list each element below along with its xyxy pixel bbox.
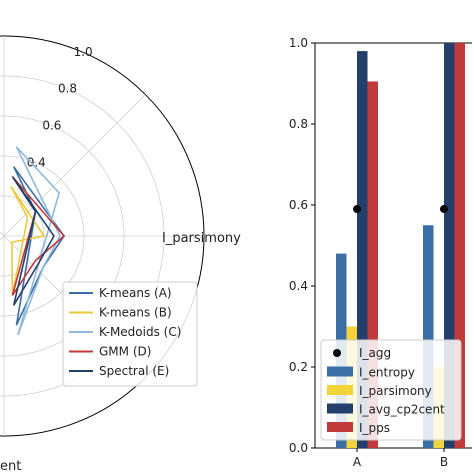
radar-series-4	[11, 176, 55, 306]
bar-1-3	[454, 43, 465, 448]
bar-legend	[320, 339, 462, 441]
radar-legend	[62, 281, 198, 387]
radar-tick-label: 0.4	[27, 155, 46, 169]
bar-y-tick-label: 0.4	[289, 279, 308, 293]
bar-x-tick-label: B	[440, 455, 448, 469]
bar-legend-label: I_entropy	[359, 366, 415, 380]
radar-legend-label: K-means (B)	[99, 306, 172, 320]
bar-1-2	[444, 43, 455, 448]
bar-y-tick-label: 1.0	[289, 36, 308, 50]
bar-legend-swatch	[327, 403, 353, 414]
bar-legend-label: I_pps	[359, 421, 390, 435]
bar-legend-label: I_agg	[359, 346, 391, 360]
bar-legend-marker	[333, 349, 341, 357]
radar-axis-label: I_parsimony	[162, 231, 241, 246]
bar-legend-label: I_parsimony	[359, 384, 432, 398]
radar-tick-label: 0.8	[58, 82, 77, 96]
bar-1-0	[423, 225, 434, 448]
bar-agg-marker	[440, 205, 448, 214]
bar-legend-swatch	[327, 385, 353, 395]
bar-legend-swatch	[327, 422, 353, 432]
bar-y-tick-label: 0.2	[289, 360, 308, 374]
radar-legend-label: Spectral (E)	[99, 364, 169, 378]
radar-tick-label: 0.6	[42, 119, 61, 133]
bar-legend-label: I_avg_cp2cent	[359, 403, 445, 417]
bar-0-3	[367, 81, 378, 448]
bar-y-tick-label: 0.0	[289, 441, 308, 455]
radar-axis-label: ent	[0, 459, 21, 474]
radar-legend-label: GMM (D)	[99, 345, 151, 359]
bar-x-tick-label: A	[353, 455, 362, 469]
bar-y-tick-label: 0.8	[289, 117, 308, 131]
bar-agg-marker	[353, 205, 361, 214]
bar-legend-swatch	[327, 366, 353, 377]
bar-0-2	[357, 51, 368, 448]
radar-series-3	[11, 176, 66, 296]
radar-legend-label: K-means (A)	[99, 286, 172, 300]
bar-y-tick-label: 0.6	[289, 198, 308, 212]
radar-legend-label: K-Medoids (C)	[99, 325, 181, 339]
radar-tick-label: 1.0	[74, 45, 93, 59]
radar-series-1	[10, 186, 46, 296]
bar-chart: 0.0 0.2 0.4 0.6 0.8 1.0 A B I_agg I_entropy I_pars…	[289, 36, 472, 469]
